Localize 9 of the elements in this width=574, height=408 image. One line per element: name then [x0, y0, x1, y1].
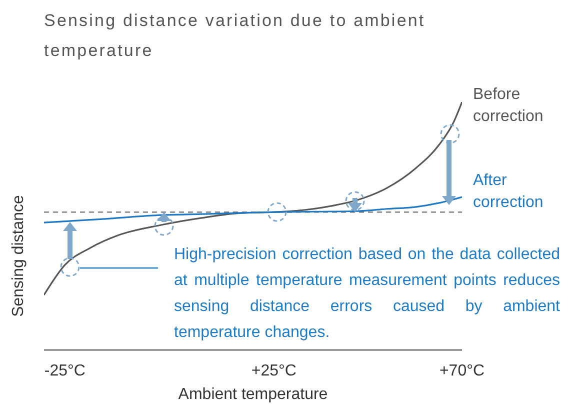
series-label: After correction [473, 171, 544, 213]
x-tick-label: +25°C [251, 362, 296, 380]
series-label: Before correction [473, 85, 544, 127]
y-axis-title: Sensing distance [10, 195, 28, 317]
x-tick-label: -25°C [44, 362, 86, 380]
annotation: High-precision correction based on the data collected at multiple temperature measurement points reduces sensing distance errors caused by ambient temperature changes. [174, 245, 560, 343]
x-tick-label: +70°C [439, 362, 485, 380]
x-axis-title: Ambient temperature [177, 386, 329, 404]
chart-title: Sensing distance variation due to ambient temperature [44, 10, 426, 62]
